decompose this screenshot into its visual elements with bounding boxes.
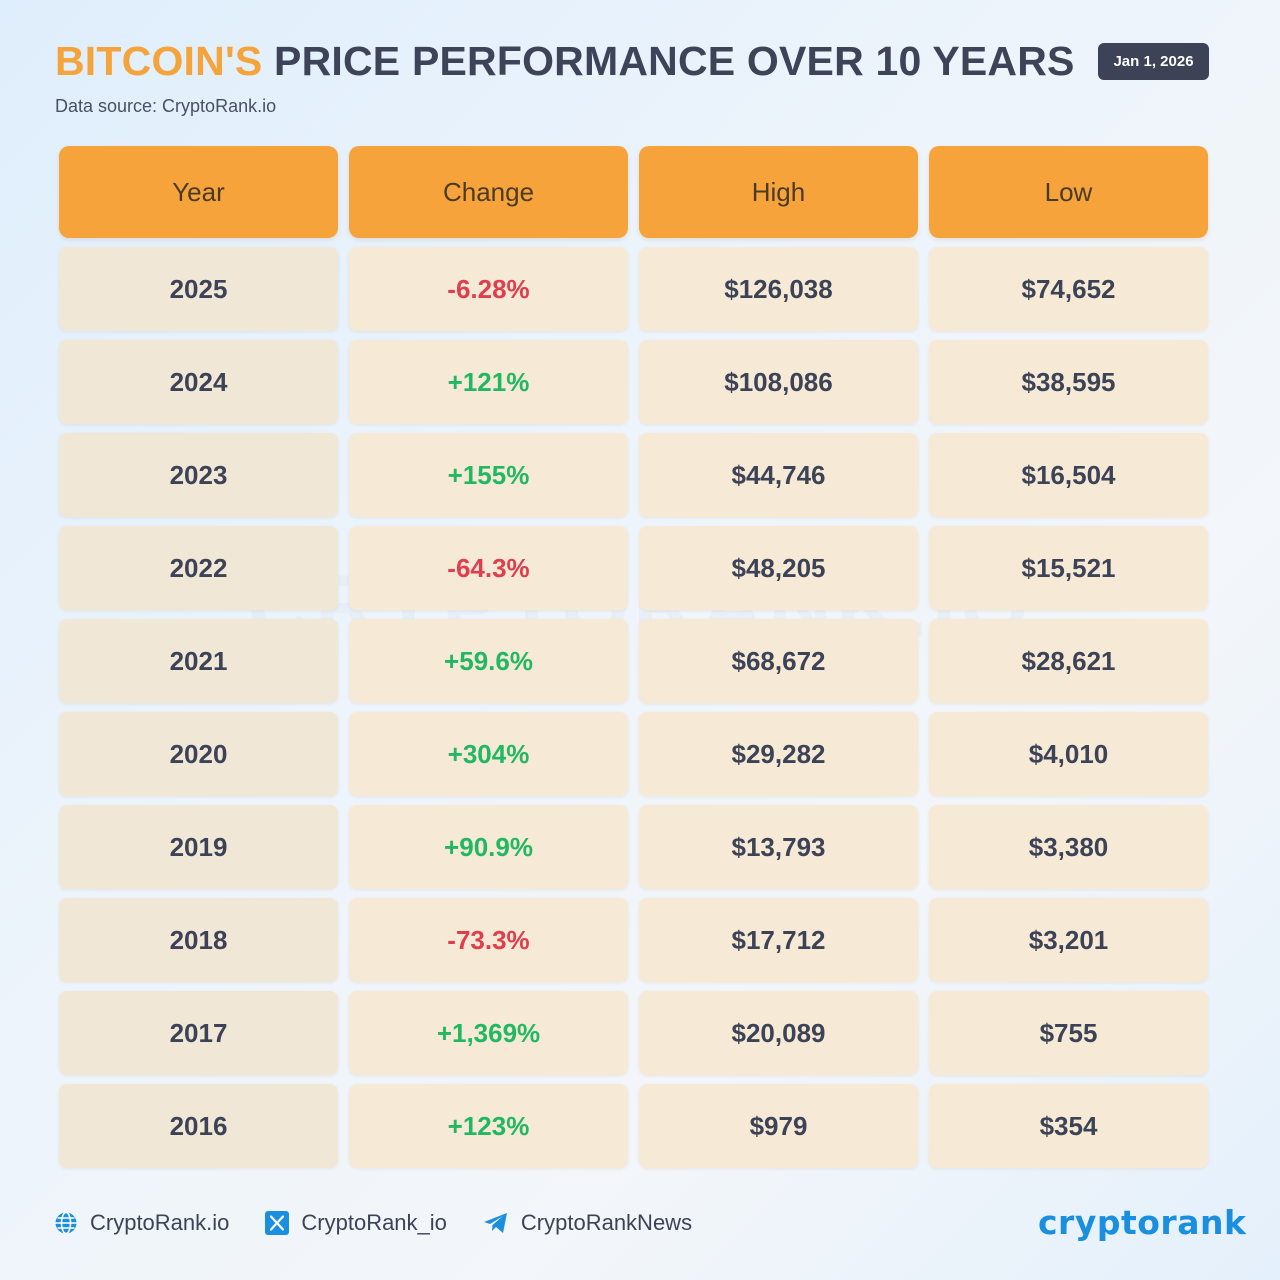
low-cell: $3,380 — [929, 805, 1208, 889]
table-row: 2019 +90.9% $13,793 $3,380 — [59, 805, 1208, 889]
table-row: 2020 +304% $29,282 $4,010 — [59, 712, 1208, 796]
page-title: BITCOIN'S PRICE PERFORMANCE OVER 10 YEAR… — [55, 38, 1075, 85]
change-cell: +59.6% — [349, 619, 628, 703]
year-cell: 2016 — [59, 1084, 338, 1168]
change-cell: +1,369% — [349, 991, 628, 1075]
title-rest: PRICE PERFORMANCE OVER 10 YEARS — [274, 38, 1075, 84]
low-cell: $3,201 — [929, 898, 1208, 982]
title-accent: BITCOIN'S — [55, 38, 263, 84]
column-header-year: Year — [59, 146, 338, 238]
high-cell: $13,793 — [639, 805, 918, 889]
table-row: 2025 -6.28% $126,038 $74,652 — [59, 247, 1208, 331]
table-row: 2024 +121% $108,086 $38,595 — [59, 340, 1208, 424]
high-cell: $20,089 — [639, 991, 918, 1075]
low-cell: $755 — [929, 991, 1208, 1075]
footer-telegram[interactable]: CryptoRankNews — [483, 1210, 692, 1236]
high-cell: $68,672 — [639, 619, 918, 703]
high-cell: $126,038 — [639, 247, 918, 331]
change-cell: -73.3% — [349, 898, 628, 982]
year-cell: 2023 — [59, 433, 338, 517]
table-row: 2018 -73.3% $17,712 $3,201 — [59, 898, 1208, 982]
low-cell: $74,652 — [929, 247, 1208, 331]
high-cell: $108,086 — [639, 340, 918, 424]
year-cell: 2025 — [59, 247, 338, 331]
high-cell: $29,282 — [639, 712, 918, 796]
globe-icon — [55, 1211, 77, 1235]
footer-website-label: CryptoRank.io — [90, 1210, 230, 1235]
change-cell: +155% — [349, 433, 628, 517]
year-cell: 2024 — [59, 340, 338, 424]
change-cell: +304% — [349, 712, 628, 796]
low-cell: $354 — [929, 1084, 1208, 1168]
footer-x[interactable]: CryptoRank_io — [265, 1210, 447, 1236]
year-cell: 2022 — [59, 526, 338, 610]
column-header-high: High — [639, 146, 918, 238]
column-header-change: Change — [349, 146, 628, 238]
price-table: Year Change High Low 2025 -6.28% $126,038 $… — [59, 146, 1209, 1168]
table-row: 2021 +59.6% $68,672 $28,621 — [59, 619, 1208, 703]
table-row: 2023 +155% $44,746 $16,504 — [59, 433, 1208, 517]
high-cell: $17,712 — [639, 898, 918, 982]
year-cell: 2021 — [59, 619, 338, 703]
low-cell: $38,595 — [929, 340, 1208, 424]
year-cell: 2020 — [59, 712, 338, 796]
table-body: 2025 -6.28% $126,038 $74,652 2024 +121% $108,0… — [59, 247, 1208, 1168]
footer-website[interactable]: CryptoRank.io — [54, 1210, 229, 1236]
table-row: 2017 +1,369% $20,089 $755 — [59, 991, 1208, 1075]
column-header-low: Low — [929, 146, 1208, 238]
table-row: 2022 -64.3% $48,205 $15,521 — [59, 526, 1208, 610]
low-cell: $15,521 — [929, 526, 1208, 610]
year-cell: 2019 — [59, 805, 338, 889]
data-source-label: Data source: CryptoRank.io — [55, 96, 277, 116]
x-logo-icon — [265, 1211, 290, 1235]
high-cell: $44,746 — [639, 433, 918, 517]
telegram-icon — [483, 1213, 507, 1233]
date-badge: Jan 1, 2026 — [1098, 43, 1209, 80]
brand-logo: cryptorank — [1038, 1203, 1247, 1242]
change-cell: +121% — [349, 340, 628, 424]
low-cell: $16,504 — [929, 433, 1208, 517]
change-cell: -64.3% — [349, 526, 628, 610]
year-cell: 2017 — [59, 991, 338, 1075]
high-cell: $979 — [639, 1084, 918, 1168]
footer-telegram-label: CryptoRankNews — [520, 1210, 693, 1235]
change-cell: -6.28% — [349, 247, 628, 331]
low-cell: $4,010 — [929, 712, 1208, 796]
table-row: 2016 +123% $979 $354 — [59, 1084, 1208, 1168]
year-cell: 2018 — [59, 898, 338, 982]
change-cell: +123% — [349, 1084, 628, 1168]
high-cell: $48,205 — [639, 526, 918, 610]
footer-x-label: CryptoRank_io — [301, 1210, 447, 1235]
low-cell: $28,621 — [929, 619, 1208, 703]
change-cell: +90.9% — [349, 805, 628, 889]
footer: CryptoRank.io CryptoRank_io CryptoRankNe… — [54, 1210, 692, 1236]
